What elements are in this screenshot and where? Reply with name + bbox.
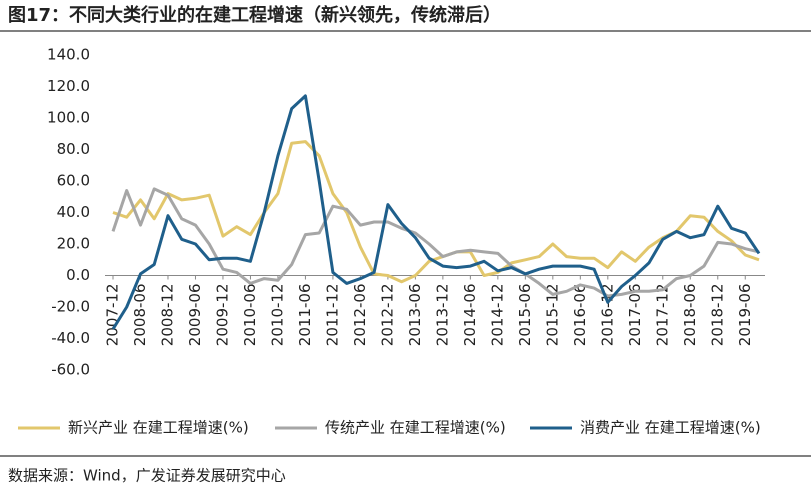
- x-tick-label: 2018-12: [708, 284, 726, 347]
- x-tick-label: 2008-06: [131, 284, 149, 347]
- x-tick-label: 2016-06: [571, 284, 589, 347]
- x-tick-label: 2014-06: [461, 284, 479, 347]
- y-tick-label: 80.0: [57, 140, 90, 158]
- x-tick-label: 2015-12: [543, 284, 561, 347]
- x-tick-label: 2010-06: [241, 284, 259, 347]
- y-tick-label: -20.0: [51, 298, 90, 316]
- y-tick-label: 20.0: [57, 235, 90, 253]
- legend-label: 消费产业 在建工程增速(%): [580, 419, 761, 437]
- x-tick-label: 2017-12: [653, 284, 671, 347]
- chart-title: 图17：不同大类行业的在建工程增速（新兴领先，传统滞后）: [8, 4, 501, 26]
- x-tick-label: 2013-12: [433, 284, 451, 347]
- y-tick-label: 40.0: [57, 203, 90, 221]
- x-tick-label: 2013-06: [406, 284, 424, 347]
- x-tick-label: 2009-12: [213, 284, 231, 347]
- x-tick-label: 2011-06: [296, 284, 314, 347]
- x-tick-label: 2014-12: [488, 284, 506, 347]
- x-tick-label: 2010-12: [268, 284, 286, 347]
- source: 数据来源：Wind，广发证券发展研究中心: [8, 467, 286, 485]
- y-tick-label: 120.0: [47, 77, 90, 95]
- x-tick-label: 2008-12: [158, 284, 176, 347]
- legend-label: 新兴产业 在建工程增速(%): [68, 419, 249, 437]
- y-tick-label: -40.0: [51, 329, 90, 347]
- y-tick-label: 0.0: [66, 266, 90, 284]
- x-tick-label: 2015-06: [516, 284, 534, 347]
- x-tick-label: 2019-06: [736, 284, 754, 347]
- x-tick-label: 2009-06: [186, 284, 204, 347]
- y-tick-label: 60.0: [57, 172, 90, 190]
- x-tick-label: 2018-06: [681, 284, 699, 347]
- x-tick-label: 2017-06: [626, 284, 644, 347]
- legend-label: 传统产业 在建工程增速(%): [325, 419, 506, 437]
- y-tick-label: 100.0: [47, 109, 90, 127]
- series-line: [112, 140, 760, 284]
- y-tick-label: -60.0: [51, 361, 90, 379]
- x-tick-label: 2012-06: [351, 284, 369, 347]
- x-tick-label: 2011-12: [323, 284, 341, 347]
- y-tick-label: 140.0: [47, 46, 90, 64]
- x-tick-label: 2012-12: [378, 284, 396, 347]
- series-line: [111, 94, 761, 330]
- series-line: [111, 187, 760, 298]
- x-tick-label: 2007-12: [104, 284, 122, 347]
